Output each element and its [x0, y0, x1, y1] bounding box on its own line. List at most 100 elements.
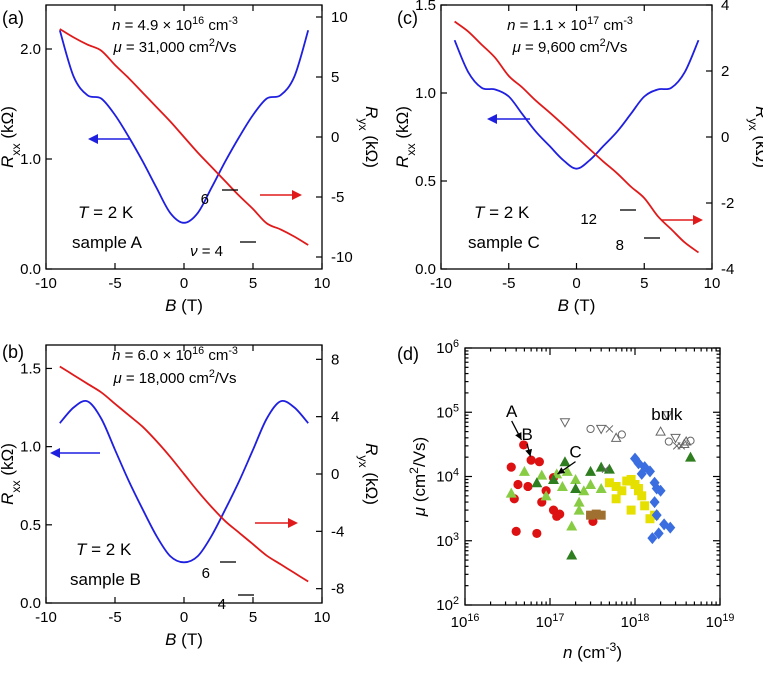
data-point-open-d: [678, 438, 690, 449]
data-point-square-d: [617, 486, 627, 496]
y-tick-label-left-c: 1.5: [415, 0, 436, 14]
series-line-rxx-b: [59, 400, 309, 564]
data-point-triangle-d: [573, 504, 585, 515]
x-tick-label-a: 0: [180, 275, 188, 292]
filling-label-a: 6: [201, 191, 209, 208]
density-label-b: n = 6.0 × 1016 cm-3: [112, 345, 238, 364]
sample-label-b: sample B: [70, 570, 141, 589]
x-tick-label-b: -5: [108, 609, 121, 626]
mobility-label-b: μ = 18,000 cm2/Vs: [112, 368, 236, 387]
data-point-triangle-d: [573, 496, 585, 507]
data-point-square-d: [596, 510, 606, 520]
temperature-label-b: T = 2 K: [76, 540, 132, 559]
data-point-diamond-d: [636, 467, 647, 480]
x-axis-label-c: B (T): [558, 296, 596, 315]
y-tick-label-left-b: 1.5: [20, 360, 41, 377]
data-point-triangle-d: [566, 549, 578, 560]
series-line-ryx-b: [59, 365, 309, 583]
y-tick-label-right-c: -2: [721, 195, 734, 212]
sample-annotation-a-d: A: [506, 402, 518, 421]
panel-label-c: (c): [397, 8, 418, 28]
data-point-circle-d: [511, 526, 521, 536]
data-point-open-d: [605, 425, 614, 433]
y-tick-label-right-a: 10: [331, 9, 348, 26]
x-tick-label-c: 5: [640, 275, 648, 292]
y-axis-label-right-a: Ryx (kΩ): [356, 106, 381, 168]
y-tick-label-d: 106: [436, 338, 459, 357]
data-point-square-d: [591, 509, 601, 519]
data-point-open-d: [664, 437, 673, 446]
filling-label-b: 4: [218, 596, 226, 613]
y-axis-label-right-b: Ryx (kΩ): [356, 443, 381, 505]
annotation-arrowhead-d: [525, 448, 533, 457]
data-point-triangle-d: [603, 463, 615, 474]
x-axis-label-b: B (T): [165, 630, 203, 649]
y-axis-label-left-c: Rxx (kΩ): [393, 106, 418, 168]
x-tick-label-a: 5: [249, 275, 257, 292]
data-point-diamond-d: [651, 509, 662, 522]
y-tick-label-left-a: 1.0: [20, 151, 41, 168]
data-point-open-d: [655, 426, 666, 436]
data-point-triangle-d: [595, 483, 607, 494]
x-tick-label-a: -10: [35, 275, 57, 292]
data-point-square-d: [611, 494, 621, 504]
x-tick-label-b: 10: [314, 609, 331, 626]
data-point-diamond-d: [653, 527, 664, 540]
data-point-triangle-d: [595, 461, 607, 472]
data-point-open-d: [686, 436, 695, 445]
y-axis-label-d: μ (cm2/Vs): [407, 437, 429, 517]
filling-label-a: ν = 4: [190, 243, 223, 260]
x-tick-label-d: 1018: [621, 612, 650, 631]
data-point-diamond-d: [665, 521, 676, 534]
data-point-triangle-d: [518, 465, 530, 476]
series-line-rxx-c: [453, 39, 700, 170]
x-tick-label-d: 1017: [536, 612, 565, 631]
y-tick-label-right-c: 2: [721, 63, 729, 80]
y-tick-label-left-c: 0.5: [415, 173, 436, 190]
series-line-rxx-a: [58, 30, 310, 224]
annotation-arrowhead-d: [515, 432, 522, 440]
data-point-triangle-d: [578, 485, 590, 496]
data-point-square-d: [637, 491, 647, 501]
y-tick-label-right-c: 4: [721, 0, 729, 14]
data-point-square-d: [645, 514, 655, 524]
y-axis-label-left-b: Rxx (kΩ): [0, 443, 23, 505]
data-point-square-d: [634, 486, 644, 496]
mobility-label-a: μ = 31,000 cm2/Vs: [112, 37, 236, 56]
density-label-a: n = 4.9 × 1016 cm-3: [112, 15, 238, 34]
data-point-square-d: [640, 501, 650, 511]
data-point-circle-d: [534, 457, 544, 467]
data-point-triangle-d: [566, 520, 578, 531]
data-point-triangle-d: [570, 483, 582, 494]
data-point-open-d: [672, 441, 681, 450]
data-point-diamond-d: [655, 484, 666, 497]
y-tick-label-right-b: 4: [331, 409, 339, 426]
filling-label-b: 6: [202, 565, 210, 582]
sample-annotation-c-d: C: [569, 443, 581, 462]
data-point-triangle-d: [505, 487, 517, 498]
temperature-label-a: T = 2 K: [78, 203, 134, 222]
y-tick-label-right-b: -8: [331, 581, 344, 598]
y-tick-label-right-a: -10: [331, 249, 353, 266]
y-tick-label-left-a: 2.0: [20, 41, 41, 58]
y-tick-label-right-b: 0: [331, 466, 339, 483]
y-tick-label-left-c: 0.0: [415, 261, 436, 278]
filling-label-c: 12: [580, 211, 597, 228]
series-line-ryx-a: [59, 28, 309, 246]
y-tick-label-left-b: 0.5: [20, 517, 41, 534]
data-point-open-d: [661, 411, 673, 421]
x-tick-label-b: -10: [35, 609, 57, 626]
data-point-square-d: [586, 510, 596, 520]
y-tick-label-d: 105: [436, 402, 459, 421]
y-tick-label-right-a: -5: [331, 189, 344, 206]
sample-label-c: sample C: [468, 233, 540, 252]
y-tick-label-left-a: 0.0: [20, 261, 41, 278]
mobility-label-c: μ = 9,600 cm2/Vs: [512, 37, 628, 56]
data-point-circle-d: [532, 528, 542, 539]
y-tick-label-right-c: -4: [721, 261, 734, 278]
y-tick-label-left-c: 1.0: [415, 85, 436, 102]
sample-annotation-b-d: B: [521, 425, 532, 444]
x-tick-label-c: 0: [572, 275, 580, 292]
data-point-triangle-d: [556, 480, 568, 491]
